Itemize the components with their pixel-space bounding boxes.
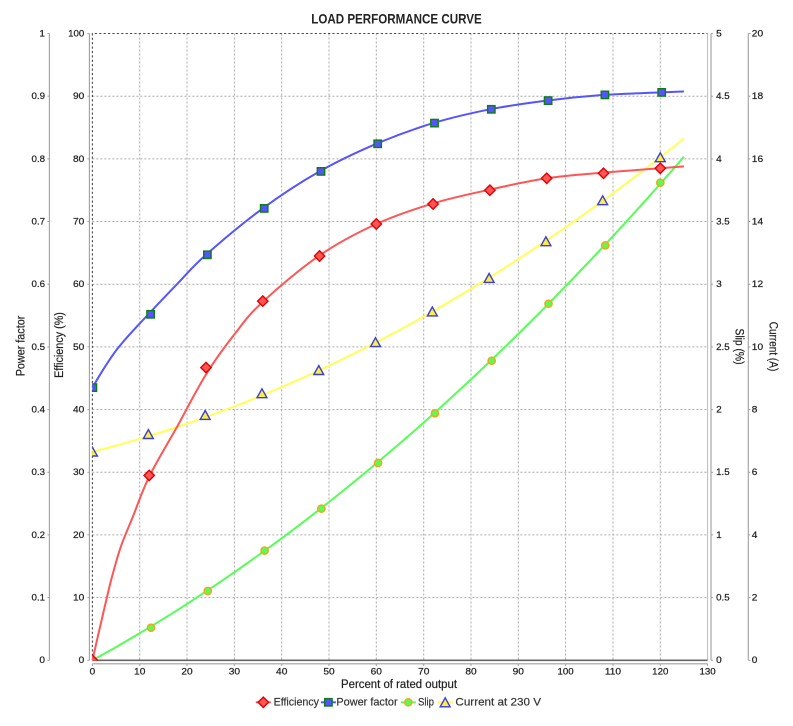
svg-text:0.5: 0.5: [32, 342, 46, 352]
svg-text:40: 40: [276, 666, 287, 676]
svg-text:60: 60: [371, 666, 382, 676]
svg-text:10: 10: [73, 593, 84, 603]
svg-text:100: 100: [558, 666, 574, 676]
svg-text:0: 0: [79, 655, 85, 665]
svg-text:Efficiency: Efficiency: [274, 697, 320, 709]
svg-text:LOAD PERFORMANCE CURVE: LOAD PERFORMANCE CURVE: [311, 11, 482, 26]
svg-text:130: 130: [700, 666, 716, 676]
svg-text:20: 20: [73, 530, 84, 540]
svg-text:50: 50: [323, 666, 334, 676]
svg-text:4: 4: [752, 530, 758, 540]
svg-text:3: 3: [716, 279, 722, 289]
svg-text:0.9: 0.9: [32, 91, 46, 101]
svg-text:Efficiency (%): Efficiency (%): [54, 312, 66, 378]
svg-text:90: 90: [513, 666, 524, 676]
svg-text:40: 40: [73, 405, 84, 415]
svg-text:3.5: 3.5: [716, 216, 730, 226]
svg-text:Percent of rated output: Percent of rated output: [341, 679, 458, 691]
svg-text:4.5: 4.5: [716, 91, 730, 101]
svg-text:50: 50: [73, 342, 84, 352]
svg-text:0: 0: [716, 655, 722, 665]
svg-text:30: 30: [73, 467, 84, 477]
svg-text:90: 90: [73, 91, 84, 101]
svg-text:Power factor: Power factor: [336, 697, 397, 709]
svg-text:0.2: 0.2: [32, 530, 46, 540]
svg-text:0.7: 0.7: [32, 216, 46, 226]
svg-text:2.5: 2.5: [716, 342, 730, 352]
svg-text:0: 0: [90, 666, 96, 676]
svg-text:0.1: 0.1: [32, 593, 46, 603]
svg-text:2: 2: [716, 405, 722, 415]
svg-text:120: 120: [652, 666, 668, 676]
svg-text:20: 20: [752, 28, 763, 38]
svg-text:10: 10: [752, 342, 763, 352]
svg-text:0.8: 0.8: [32, 154, 46, 164]
svg-text:Power factor: Power factor: [16, 316, 28, 377]
svg-text:30: 30: [229, 666, 240, 676]
svg-text:80: 80: [73, 154, 84, 164]
svg-text:2: 2: [752, 593, 758, 603]
svg-text:0.5: 0.5: [716, 593, 730, 603]
svg-text:0: 0: [39, 655, 45, 665]
svg-text:18: 18: [752, 91, 763, 101]
svg-text:8: 8: [752, 405, 758, 415]
svg-text:12: 12: [752, 279, 763, 289]
svg-text:70: 70: [418, 666, 429, 676]
svg-text:0.3: 0.3: [32, 467, 46, 477]
svg-text:110: 110: [605, 666, 621, 676]
svg-text:4: 4: [716, 154, 722, 164]
svg-text:70: 70: [73, 216, 84, 226]
svg-text:6: 6: [752, 467, 758, 477]
svg-text:60: 60: [73, 279, 84, 289]
svg-text:100: 100: [68, 28, 84, 38]
svg-text:10: 10: [134, 666, 145, 676]
svg-text:1: 1: [39, 28, 45, 38]
svg-text:0: 0: [752, 655, 758, 665]
svg-text:Slip (%): Slip (%): [733, 329, 745, 365]
svg-text:Current (A): Current (A): [767, 322, 779, 372]
svg-text:16: 16: [752, 154, 763, 164]
svg-text:0.4: 0.4: [32, 405, 46, 415]
svg-text:5: 5: [716, 28, 722, 38]
svg-text:14: 14: [752, 216, 763, 226]
svg-text:1: 1: [716, 530, 722, 540]
svg-text:20: 20: [181, 666, 192, 676]
svg-text:0.6: 0.6: [32, 279, 46, 289]
svg-text:Current at 230 V: Current at 230 V: [455, 697, 541, 709]
svg-text:1.5: 1.5: [716, 467, 730, 477]
svg-text:80: 80: [465, 666, 476, 676]
svg-text:Slip: Slip: [418, 697, 434, 709]
